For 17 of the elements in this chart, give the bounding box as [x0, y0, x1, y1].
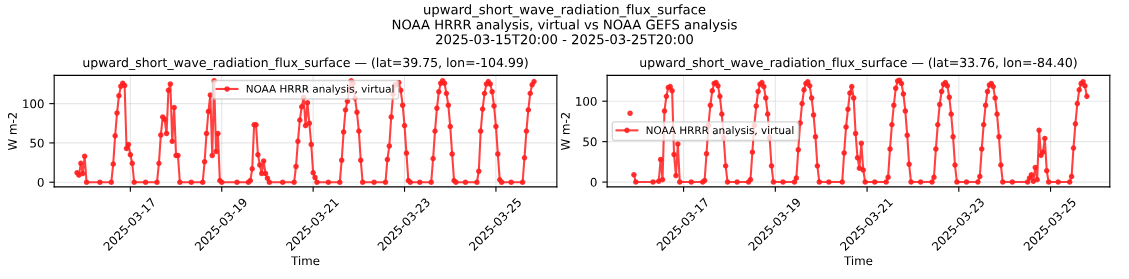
y-tick-label: 0	[590, 177, 597, 187]
legend-label: NOAA HRRR analysis, virtual	[646, 126, 794, 137]
x-axis-title: Time	[843, 256, 873, 266]
y-axis-title: W m-2	[560, 112, 570, 151]
x-axis-title: Time	[291, 256, 320, 266]
y-tick-label: 100	[576, 96, 597, 106]
chart-title: upward_short_wave_radiation_flux_surface — (lat=39.75, lon=-104.99)	[83, 57, 528, 70]
legend-label: NOAA HRRR analysis, virtual	[246, 84, 394, 95]
y-tick-label: 100	[23, 99, 44, 109]
y-tick-label: 50	[583, 137, 597, 147]
text: upward_short_wave_radiation_flux_surface	[424, 4, 706, 18]
text: NOAA HRRR analysis, virtual vs NOAA GEFS analysis	[392, 19, 737, 33]
text: 2025-03-15T20:00 - 2025-03-25T20:00	[436, 34, 693, 45]
y-axis-title: W m-2	[7, 112, 17, 151]
y-tick-label: 0	[37, 177, 44, 187]
chart-title: upward_short_wave_radiation_flux_surface — (lat=33.76, lon=-84.40)	[640, 57, 1077, 70]
y-tick-label: 50	[30, 138, 44, 148]
